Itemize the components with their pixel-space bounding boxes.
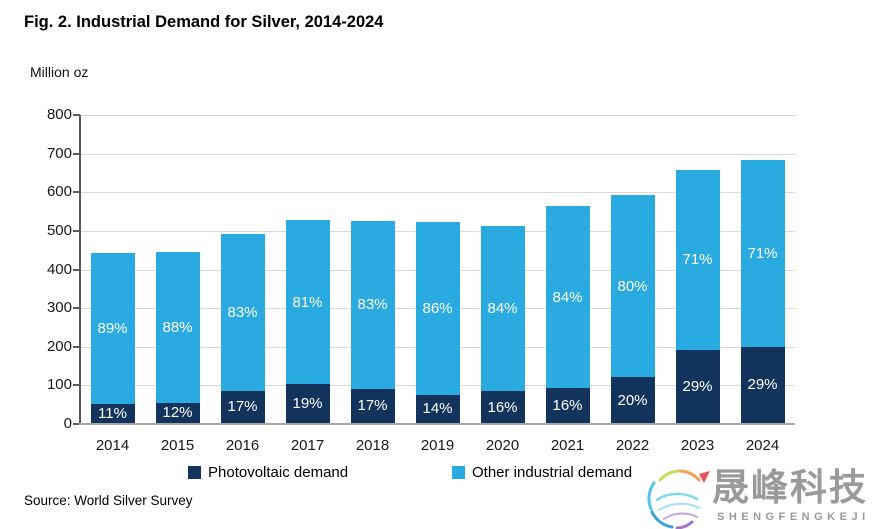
photovoltaic-bar-segment: 17%: [350, 388, 395, 423]
other-industrial-bar-segment: 71%: [675, 170, 720, 350]
y-axis-tick: [73, 423, 80, 425]
photovoltaic-percent-label: 17%: [357, 397, 388, 415]
gridline: [81, 192, 795, 194]
other-industrial-percent-label: 89%: [97, 320, 128, 338]
y-axis-tick-label: 200: [46, 337, 72, 355]
x-axis-tick-label: 2016: [225, 437, 260, 454]
photovoltaic-bar-segment: 14%: [415, 394, 460, 423]
y-axis-tick-label: 100: [46, 376, 72, 394]
watermark-company-name-latin: SHENGFENGKEJI: [717, 511, 870, 523]
other-industrial-percent-label: 88%: [162, 318, 193, 336]
photovoltaic-legend-swatch-icon: [188, 465, 201, 479]
gridline: [81, 153, 795, 155]
y-axis-tick: [73, 114, 80, 116]
other-industrial-bar-segment: 86%: [415, 221, 460, 395]
photovoltaic-percent-label: 12%: [162, 404, 193, 422]
other-industrial-bar-segment: 81%: [285, 219, 330, 385]
photovoltaic-percent-label: 29%: [682, 377, 713, 395]
x-axis-tick-label: 2024: [745, 437, 780, 454]
photovoltaic-bar-segment: 16%: [545, 388, 590, 423]
x-axis-line: [79, 423, 795, 425]
watermark-swirl-globe-logo-icon: [647, 469, 710, 529]
photovoltaic-bar-segment: 20%: [610, 377, 655, 423]
photovoltaic-bar-segment: 11%: [90, 404, 135, 423]
y-axis-tick-label: 400: [46, 260, 72, 278]
x-axis-tick-label: 2021: [550, 437, 585, 454]
photovoltaic-bar-segment: 16%: [480, 391, 525, 423]
photovoltaic-bar-segment: 29%: [675, 349, 720, 423]
figure-title: Fig. 2. Industrial Demand for Silver, 20…: [24, 13, 384, 31]
other-industrial-percent-label: 83%: [357, 296, 388, 314]
photovoltaic-bar-segment: 29%: [740, 346, 785, 423]
legend-label-other-industrial: Other industrial demand: [472, 463, 633, 481]
y-axis-tick-label: 0: [63, 415, 72, 432]
x-axis-tick-label: 2015: [160, 437, 195, 454]
y-axis-tick: [73, 307, 80, 310]
photovoltaic-percent-label: 14%: [422, 400, 453, 418]
photovoltaic-percent-label: 29%: [747, 376, 778, 394]
x-axis-tick-label: 2020: [485, 437, 520, 454]
legend-item-other-industrial: Other industrial demand: [452, 463, 632, 481]
photovoltaic-percent-label: 20%: [617, 391, 648, 409]
y-axis-tick-label: 800: [46, 106, 72, 123]
x-axis-tick-label: 2019: [420, 437, 455, 454]
other-industrial-percent-label: 84%: [487, 300, 518, 318]
other-industrial-percent-label: 71%: [747, 245, 778, 263]
other-industrial-percent-label: 83%: [227, 303, 258, 321]
y-axis-tick-label: 600: [46, 183, 72, 201]
photovoltaic-percent-label: 16%: [552, 397, 583, 415]
photovoltaic-bar-segment: 19%: [285, 384, 330, 423]
other-industrial-percent-label: 81%: [292, 293, 323, 311]
y-axis-tick-label: 300: [46, 299, 72, 317]
photovoltaic-percent-label: 16%: [487, 398, 518, 416]
other-industrial-bar-segment: 84%: [545, 206, 590, 389]
legend-item-photovoltaic: Photovoltaic demand: [188, 463, 348, 481]
other-industrial-bar-segment: 83%: [350, 220, 395, 389]
x-axis-tick-label: 2023: [680, 437, 715, 454]
other-industrial-bar-segment: 83%: [220, 233, 265, 391]
y-axis-tick: [73, 268, 80, 271]
other-industrial-bar-segment: 89%: [90, 253, 135, 405]
other-industrial-bar-segment: 84%: [480, 226, 525, 392]
other-industrial-percent-label: 71%: [682, 251, 713, 269]
photovoltaic-bar-segment: 12%: [155, 402, 200, 423]
y-axis-tick-label: 500: [46, 221, 72, 239]
source-note: Source: World Silver Survey: [24, 493, 193, 508]
y-axis-tick: [73, 152, 80, 155]
photovoltaic-percent-label: 19%: [292, 395, 323, 413]
y-axis-tick: [73, 191, 80, 194]
y-axis-title: Million oz: [30, 64, 89, 80]
other-industrial-bar-segment: 71%: [740, 160, 785, 347]
other-industrial-percent-label: 80%: [617, 277, 648, 295]
x-axis-tick-label: 2014: [95, 437, 130, 454]
y-axis-line: [79, 115, 81, 425]
other-industrial-legend-swatch-icon: [452, 465, 465, 479]
x-axis-tick-label: 2017: [290, 437, 325, 454]
legend-label-photovoltaic: Photovoltaic demand: [208, 463, 349, 481]
other-industrial-bar-segment: 88%: [155, 251, 200, 403]
photovoltaic-percent-label: 11%: [98, 405, 127, 423]
photovoltaic-percent-label: 17%: [227, 398, 258, 416]
other-industrial-percent-label: 86%: [422, 299, 453, 317]
other-industrial-percent-label: 84%: [552, 288, 583, 306]
y-axis-tick-label: 700: [46, 144, 72, 162]
y-axis-tick: [73, 345, 80, 348]
y-axis-tick: [73, 384, 80, 387]
y-axis-tick: [73, 229, 80, 232]
x-axis-tick-label: 2018: [355, 437, 390, 454]
other-industrial-bar-segment: 80%: [610, 195, 655, 378]
watermark-company-name: 晟峰科技: [712, 466, 868, 509]
gridline: [81, 115, 795, 116]
photovoltaic-bar-segment: 17%: [220, 390, 265, 423]
x-axis-tick-label: 2022: [615, 437, 650, 454]
